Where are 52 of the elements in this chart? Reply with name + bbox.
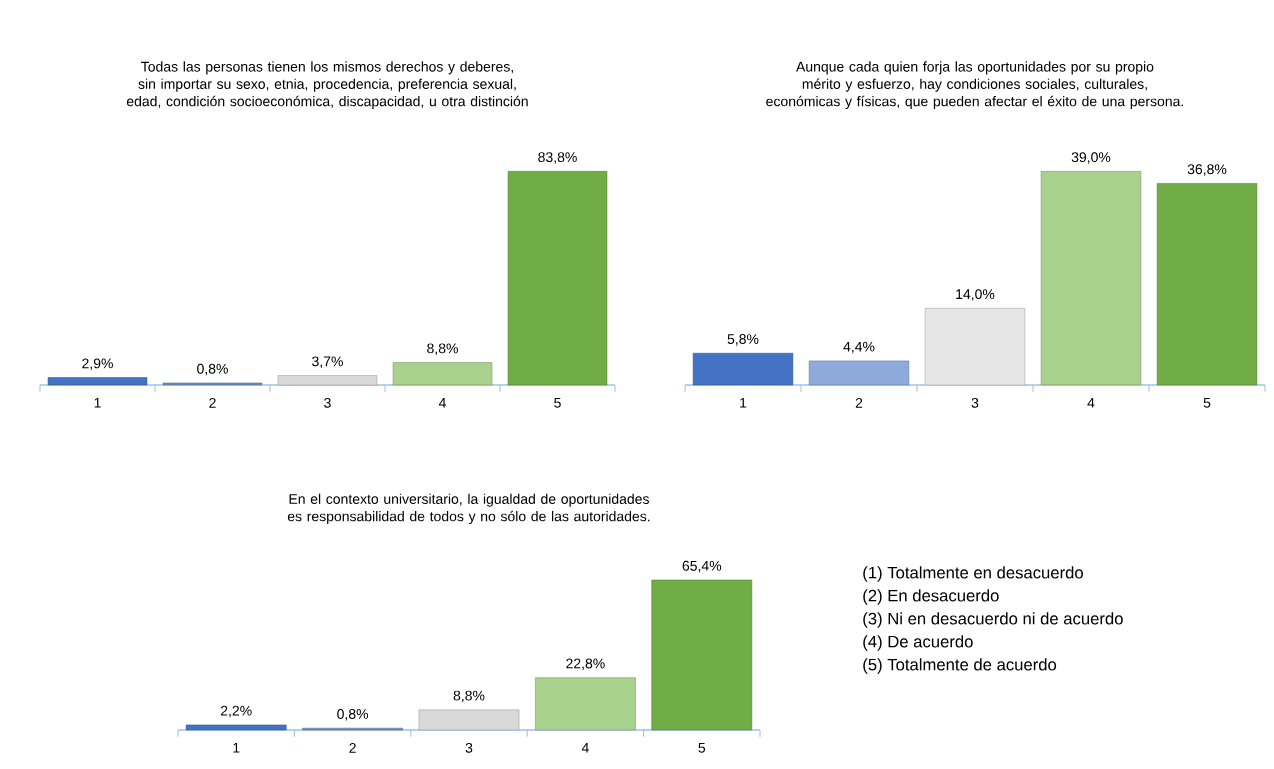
x-tick-label: 5 (698, 742, 706, 753)
bar (808, 360, 910, 386)
data-label: 65,4% (682, 560, 722, 573)
x-tick-label: 3 (971, 397, 979, 408)
x-tick-label: 2 (349, 742, 356, 753)
data-label: 2,9% (82, 358, 113, 371)
x-tick-label: 2 (209, 397, 216, 408)
x-tick-label: 5 (554, 397, 561, 408)
bar (692, 352, 794, 386)
x-tick-label: 4 (581, 742, 589, 753)
data-label: 3,7% (312, 356, 343, 368)
data-label: 14,0% (956, 289, 995, 301)
data-label: 0,8% (337, 709, 369, 721)
bar (507, 171, 608, 386)
chart-title: Todas las personas tienen los mismos derechos y deberes, sin importar su sexo, etnia, procedencia, preferencia sexual, edad, condición socioeconómica, discapacidad, u otra distinción (126, 61, 528, 110)
bar (1040, 171, 1142, 386)
bar (392, 362, 493, 386)
bar (47, 377, 148, 386)
data-label: 83,8% (538, 152, 577, 164)
bar (924, 308, 1026, 386)
x-tick-label: 2 (855, 397, 863, 408)
text: (3) Ni en desacuerdo ni de acuerdo (863, 612, 1123, 628)
x-tick-label: 4 (438, 397, 446, 408)
data-label: 36,8% (1187, 164, 1227, 176)
chart-title: Aunque cada quien forja las oportunidades por su propio mérito y esfuerzo, hay condiciones sociales, culturales, económicas y físicas, que pueden afectar el éxito de una persona. (766, 61, 1184, 110)
data-label: 5,8% (727, 334, 759, 346)
data-label: 8,8% (453, 690, 485, 703)
x-tick-label: 4 (1087, 397, 1095, 408)
bar (535, 677, 636, 731)
text: (1) Totalmente en desacuerdo (863, 566, 1083, 582)
text: (4) De acuerdo (863, 635, 973, 651)
text: (5) Totalmente de acuerdo (863, 658, 1057, 674)
bar (651, 579, 753, 731)
data-label: 22,8% (566, 658, 605, 671)
x-tick-label: 3 (465, 742, 473, 753)
data-label: 8,8% (427, 343, 458, 355)
chart-title: En el contexto universitario, la igualdad de oportunidades es responsabilidad de todos y no sólo de las autoridades. (287, 493, 650, 525)
data-label: 0,8% (197, 363, 228, 376)
x-tick-label: 1 (740, 397, 747, 408)
data-label: 4,4% (843, 341, 875, 354)
data-label: 39,0% (1071, 152, 1111, 164)
x-tick-label: 5 (1203, 397, 1211, 408)
text: (2) En desacuerdo (863, 589, 999, 605)
data-label: 2,2% (220, 705, 252, 718)
x-tick-label: 1 (233, 742, 240, 753)
x-tick-label: 1 (94, 397, 101, 408)
bar (185, 724, 287, 731)
bar (418, 709, 520, 731)
x-tick-label: 3 (324, 397, 331, 408)
bar (1156, 183, 1258, 386)
bar (162, 382, 263, 386)
bar (277, 375, 378, 386)
